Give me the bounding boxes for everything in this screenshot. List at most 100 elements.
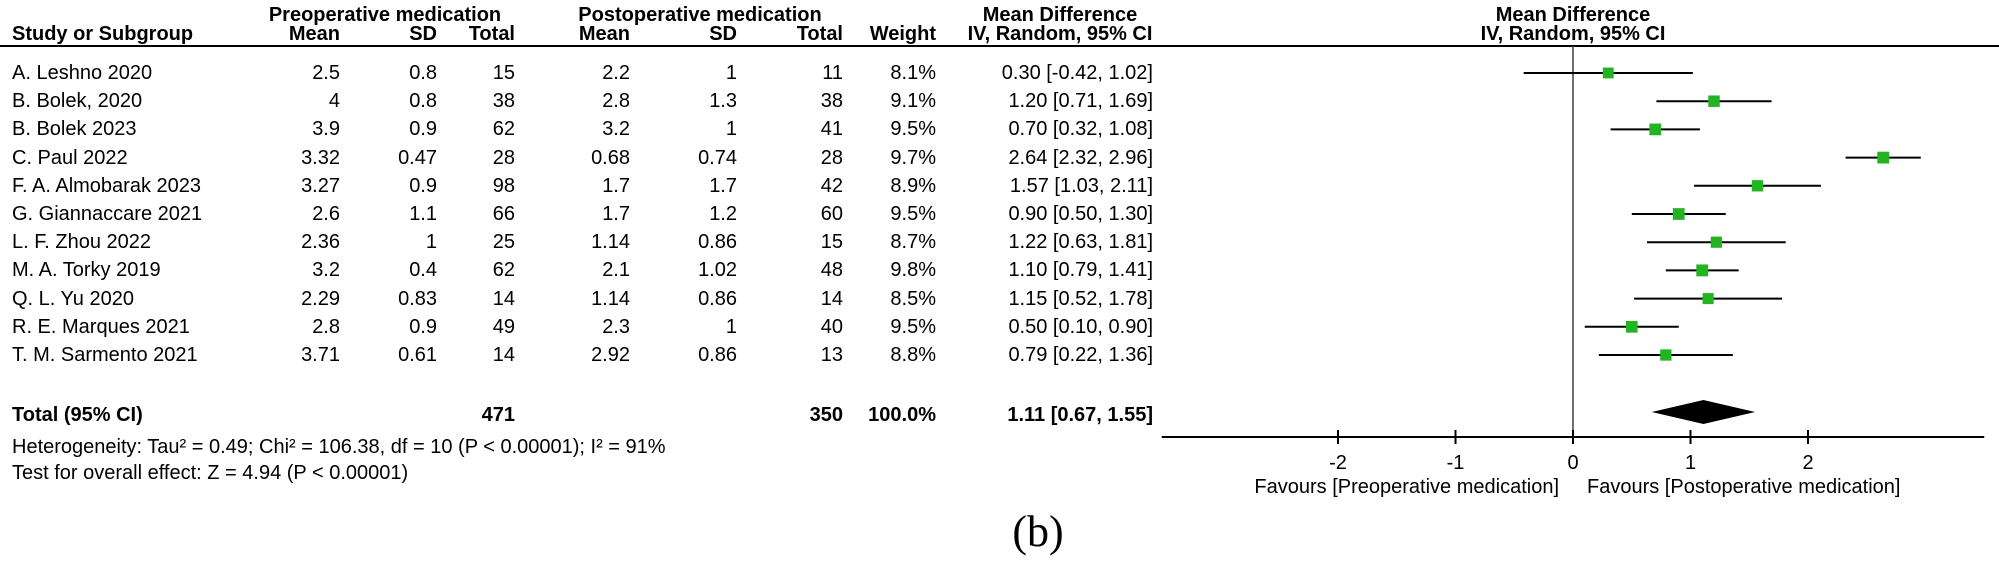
ci-text: 0.90 [0.50, 1.30] <box>1008 203 1153 225</box>
weight: 9.5% <box>890 315 936 338</box>
ci-text: 0.70 [0.32, 1.08] <box>1008 118 1153 141</box>
pre-total: 25 <box>492 231 515 254</box>
post-total: 48 <box>820 259 843 282</box>
ci-method-header-left: IV, Random, 95% CI <box>967 23 1153 45</box>
post-mean: 1.14 <box>591 231 630 254</box>
pre-sd: 0.4 <box>409 259 437 282</box>
mean-difference-header-right: Mean Difference <box>1495 4 1651 26</box>
study-name: T. M. Sarmento 2021 <box>12 344 198 366</box>
post-total: 41 <box>820 118 843 141</box>
pre-total: 62 <box>492 259 515 282</box>
table-row: L. F. Zhou 2022 2.36 1 25 1.14 0.86 15 8.7% 1.22… <box>0 230 1200 254</box>
weight: 9.8% <box>890 259 936 282</box>
effect-marker <box>1672 208 1685 220</box>
table-row: M. A. Torky 2019 3.2 0.4 62 2.1 1.02 48 9.8% 1.1… <box>0 258 1200 282</box>
pre-total: 14 <box>492 287 515 310</box>
table-row: T. M. Sarmento 2021 3.71 0.61 14 2.92 0.86 13 8… <box>0 343 1200 367</box>
table-row: B. Bolek, 2020 4 0.8 38 2.8 1.3 38 9.1% 1.20 [0.… <box>0 89 1200 113</box>
pre-sd: 1 <box>425 231 437 254</box>
pre-sd: 0.9 <box>409 315 437 338</box>
ci-text: 0.30 [-0.42, 1.02] <box>1001 62 1153 84</box>
table-row: F. A. Almobarak 2023 3.27 0.9 98 1.7 1.7 42 8.9… <box>0 174 1200 198</box>
ci-text: 1.20 [0.71, 1.69] <box>1008 90 1153 113</box>
table-row: G. Giannaccare 2021 2.6 1.1 66 1.7 1.2 60 9.5% 0… <box>0 202 1200 226</box>
effect-marker <box>1702 293 1714 305</box>
study-name: R. E. Marques 2021 <box>12 315 190 338</box>
weight: 8.5% <box>890 287 936 310</box>
total-pre-total: 471 <box>481 404 515 426</box>
effect-marker <box>1696 264 1709 277</box>
post-mean: 1.14 <box>591 287 630 310</box>
post-sd-header: SD <box>709 23 737 45</box>
effect-marker <box>1649 123 1662 136</box>
post-sd: 0.86 <box>698 344 737 366</box>
post-sd: 1 <box>725 315 737 338</box>
mean-difference-header-left: Mean Difference <box>982 4 1138 26</box>
pre-sd: 0.9 <box>409 118 437 141</box>
favours-right-label: Favours [Postoperative medication] <box>1587 476 1901 498</box>
post-sd: 1.3 <box>709 90 737 113</box>
total-diamond <box>1651 400 1756 424</box>
pre-sd-header: SD <box>409 23 437 45</box>
post-mean: 0.68 <box>591 146 630 169</box>
post-sd: 1.7 <box>709 174 737 197</box>
axis-tick-label: -2 <box>1329 452 1347 474</box>
pre-sd: 0.61 <box>398 344 437 366</box>
study-name: A. Leshno 2020 <box>12 62 153 84</box>
post-mean: 2.3 <box>602 315 630 338</box>
effect-marker <box>1751 180 1764 192</box>
table-row: Q. L. Yu 2020 2.29 0.83 14 1.14 0.86 14 8.5% 1.1… <box>0 287 1200 311</box>
pre-mean: 4 <box>328 90 340 113</box>
post-sd: 1 <box>725 118 737 141</box>
effect-marker <box>1602 67 1614 79</box>
pre-total: 66 <box>492 203 515 225</box>
post-sd: 0.86 <box>698 231 737 254</box>
post-total: 11 <box>822 62 843 84</box>
post-sd: 1.2 <box>709 203 737 225</box>
pre-mean: 3.2 <box>312 259 340 282</box>
pre-total: 14 <box>492 344 515 366</box>
pre-sd: 1.1 <box>409 203 437 225</box>
weight: 9.5% <box>890 203 936 225</box>
panel-caption: (b) <box>1012 507 1064 556</box>
ci-text: 1.57 [1.03, 2.11] <box>1009 174 1153 197</box>
post-total-header: Total <box>796 23 843 45</box>
study-name: B. Bolek 2023 <box>12 118 137 141</box>
study-name: C. Paul 2022 <box>12 146 128 169</box>
post-mean: 1.7 <box>602 174 630 197</box>
post-total: 40 <box>820 315 843 338</box>
study-name: F. A. Almobarak 2023 <box>12 174 202 197</box>
post-mean-header: Mean <box>578 23 630 45</box>
total-label: Total (95% CI) <box>12 404 143 426</box>
axis-tick-label: 2 <box>1802 452 1813 474</box>
weight: 8.1% <box>890 62 936 84</box>
table-row: A. Leshno 2020 2.5 0.8 15 2.2 1 11 8.1% 0.30 [-0… <box>0 61 1200 85</box>
pre-mean: 3.27 <box>301 174 340 197</box>
post-total: 15 <box>820 231 843 254</box>
group-header-postoperative: Postoperative medication <box>578 4 822 26</box>
post-total: 14 <box>820 287 843 310</box>
header-rule <box>0 45 1999 47</box>
post-mean: 2.92 <box>591 344 630 366</box>
pre-total-header: Total <box>468 23 515 45</box>
study-name: Q. L. Yu 2020 <box>12 287 134 310</box>
study-name: L. F. Zhou 2022 <box>12 231 151 254</box>
ci-text: 0.79 [0.22, 1.36] <box>1008 344 1153 366</box>
pre-total: 15 <box>492 62 515 84</box>
weight: 9.7% <box>890 146 936 169</box>
ci-method-header-right: IV, Random, 95% CI <box>1480 23 1666 45</box>
pre-total: 49 <box>492 315 515 338</box>
total-weight: 100.0% <box>868 404 936 426</box>
effect-marker <box>1710 236 1722 248</box>
group-header-preoperative: Preoperative medication <box>268 4 502 26</box>
ci-text: 2.64 [2.32, 2.96] <box>1008 146 1153 169</box>
pre-sd: 0.83 <box>398 287 437 310</box>
favours-left-label: Favours [Preoperative medication] <box>1254 476 1559 498</box>
pre-sd: 0.9 <box>409 174 437 197</box>
ci-text: 1.15 [0.52, 1.78] <box>1008 287 1153 310</box>
effect-marker <box>1660 349 1672 361</box>
table-row: C. Paul 2022 3.32 0.47 28 0.68 0.74 28 9.7% 2.64… <box>0 146 1200 170</box>
effect-marker <box>1625 320 1638 333</box>
post-sd: 1 <box>725 62 737 84</box>
